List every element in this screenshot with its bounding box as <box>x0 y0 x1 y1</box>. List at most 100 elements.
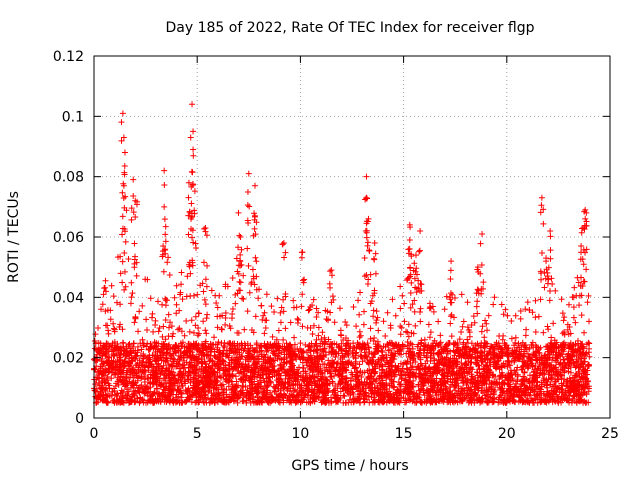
data-point <box>415 277 422 284</box>
data-point <box>166 272 173 279</box>
data-point <box>512 334 519 341</box>
data-point <box>261 330 268 337</box>
data-point <box>417 318 424 325</box>
data-point <box>255 295 262 302</box>
data-point <box>277 319 284 326</box>
data-point <box>550 320 557 327</box>
data-point <box>315 324 322 331</box>
data-point <box>340 392 347 399</box>
data-point <box>167 319 174 326</box>
data-point <box>397 283 404 290</box>
data-point <box>490 301 497 308</box>
data-point <box>470 313 477 320</box>
data-point <box>353 323 360 330</box>
data-point <box>386 376 393 383</box>
data-point <box>417 309 424 316</box>
data-point <box>214 304 221 311</box>
data-point <box>280 336 287 343</box>
data-point <box>149 314 156 321</box>
data-point <box>464 324 471 331</box>
data-point <box>474 310 481 317</box>
data-point <box>545 326 552 333</box>
data-point <box>458 291 465 298</box>
data-point <box>171 294 178 301</box>
data-point <box>192 313 199 320</box>
data-point <box>342 319 349 326</box>
data-point <box>572 319 579 326</box>
data-point <box>532 297 539 304</box>
data-point <box>121 268 128 275</box>
data-point <box>401 300 408 307</box>
data-point <box>186 369 193 376</box>
data-point <box>244 308 251 315</box>
data-point <box>241 326 248 333</box>
data-point <box>571 284 578 291</box>
data-point <box>268 303 275 310</box>
data-point <box>473 303 480 310</box>
data-point <box>162 302 169 309</box>
data-points <box>91 101 593 406</box>
data-point <box>417 345 424 352</box>
data-point <box>272 388 279 395</box>
data-point <box>176 325 183 332</box>
data-point <box>305 307 312 314</box>
data-point <box>532 328 539 335</box>
data-point <box>430 308 437 315</box>
data-point <box>240 272 247 279</box>
data-point <box>269 333 276 340</box>
data-point <box>194 291 201 298</box>
data-point <box>229 275 236 282</box>
data-point <box>459 323 466 330</box>
data-point <box>291 334 298 341</box>
data-point <box>234 329 241 336</box>
data-point <box>473 369 480 376</box>
data-point <box>318 369 325 376</box>
data-point <box>463 382 470 389</box>
data-point <box>532 314 539 321</box>
data-point <box>202 327 209 334</box>
data-point <box>496 332 503 339</box>
data-point <box>458 328 465 335</box>
data-point <box>294 315 301 322</box>
data-point <box>202 301 209 308</box>
data-point <box>460 318 467 325</box>
data-point <box>561 314 568 321</box>
data-point <box>560 317 567 324</box>
data-point <box>498 301 505 308</box>
data-point <box>150 328 157 335</box>
data-point <box>512 312 519 319</box>
data-point <box>144 276 151 283</box>
data-point <box>162 297 169 304</box>
data-point <box>203 283 210 290</box>
data-point <box>334 360 341 367</box>
data-point <box>558 296 565 303</box>
data-point <box>204 311 211 318</box>
data-point <box>176 307 183 314</box>
data-point <box>256 286 263 293</box>
data-point <box>135 328 142 335</box>
data-point <box>313 305 320 312</box>
data-point <box>493 379 500 386</box>
data-point <box>121 250 128 257</box>
data-point <box>298 303 305 310</box>
data-point <box>162 336 169 343</box>
data-point <box>271 309 278 316</box>
data-point <box>295 316 302 323</box>
data-point <box>532 357 539 364</box>
data-point <box>485 312 492 319</box>
data-point <box>144 326 151 333</box>
data-point <box>355 297 362 304</box>
data-point <box>208 287 215 294</box>
data-point <box>523 326 530 333</box>
data-point <box>522 306 529 313</box>
data-point <box>409 341 416 348</box>
data-point <box>219 381 226 388</box>
data-point <box>136 308 143 315</box>
data-point <box>92 331 99 338</box>
data-point <box>559 310 566 317</box>
data-point <box>99 301 106 308</box>
data-point <box>240 296 247 303</box>
data-point <box>218 382 225 389</box>
data-point <box>524 299 531 306</box>
